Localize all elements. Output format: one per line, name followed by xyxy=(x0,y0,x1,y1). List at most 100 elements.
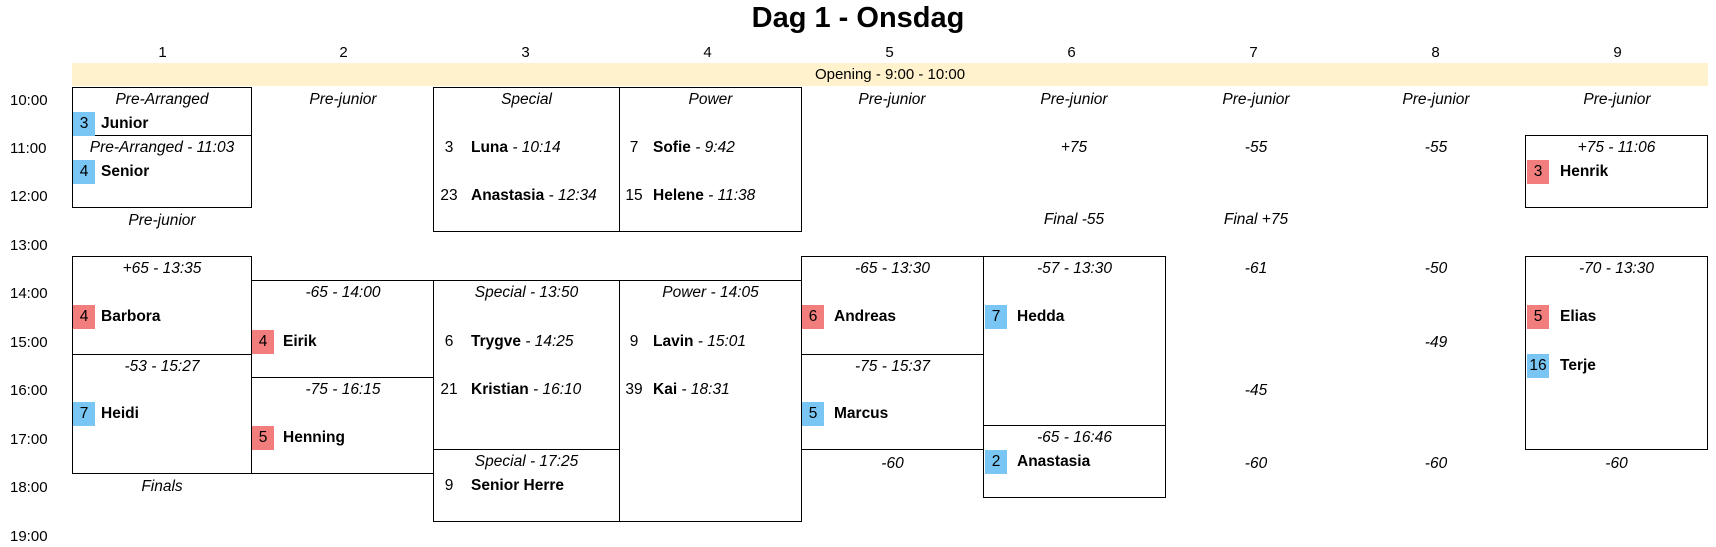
column-header-2: 2 xyxy=(339,44,348,61)
time-label: 14:00 xyxy=(10,285,48,302)
number-badge: 4 xyxy=(73,160,95,184)
column-header-3: 3 xyxy=(521,44,530,61)
number-badge: 2 xyxy=(985,450,1007,474)
participant-name: Eirik xyxy=(283,333,317,350)
entry: Luna - 10:14 xyxy=(471,139,561,156)
session-box xyxy=(433,87,620,232)
entry-number: 21 xyxy=(440,381,458,398)
session-box xyxy=(983,256,1166,498)
entry: Helene - 11:38 xyxy=(653,187,756,204)
session-title: Power - 14:05 xyxy=(662,284,759,301)
time-label: 19:00 xyxy=(10,528,48,545)
participant-name: Marcus xyxy=(834,405,889,422)
page-title: Dag 1 - Onsdag xyxy=(751,2,965,34)
number-badge: 6 xyxy=(802,305,824,329)
number-badge: 5 xyxy=(1527,305,1549,329)
session-box xyxy=(1525,256,1708,450)
number-badge: 3 xyxy=(1527,160,1549,184)
entry: Kai - 18:31 xyxy=(653,381,730,398)
session-box xyxy=(72,87,252,208)
session-label: -60 xyxy=(1424,455,1448,472)
session-title: +65 - 13:35 xyxy=(122,260,202,277)
session-label: Final -55 xyxy=(1043,211,1105,228)
session-label: Pre-junior xyxy=(1040,91,1108,108)
session-label: -60 xyxy=(1244,455,1268,472)
session-title: Pre-Arranged - 11:03 xyxy=(89,139,235,156)
participant-name: Anastasia xyxy=(1017,453,1091,470)
entry-number: 15 xyxy=(625,187,643,204)
session-title: -53 - 15:27 xyxy=(124,358,200,375)
session-label: -60 xyxy=(1605,455,1628,472)
session-box xyxy=(1525,135,1708,208)
participant-name: Henning xyxy=(283,429,345,446)
session-title: -70 - 13:30 xyxy=(1579,260,1654,277)
entry: Kristian - 16:10 xyxy=(471,381,582,398)
entry-number: 7 xyxy=(629,139,639,156)
session-box xyxy=(619,280,802,522)
session-box xyxy=(801,256,984,450)
session-title: Special - 17:25 xyxy=(474,453,579,470)
session-title: -65 - 14:00 xyxy=(305,284,381,301)
number-badge: 3 xyxy=(73,112,95,136)
session-title: Special xyxy=(501,91,552,108)
entry-number: 3 xyxy=(444,139,454,156)
number-badge: 16 xyxy=(1527,354,1549,378)
session-label: Pre-junior xyxy=(1583,91,1651,108)
session-label: +75 xyxy=(1060,139,1088,156)
entry: Lavin - 15:01 xyxy=(653,333,747,350)
participant-name: Henrik xyxy=(1560,163,1609,180)
number-badge: 4 xyxy=(252,330,274,354)
session-title: Pre-Arranged xyxy=(115,91,209,108)
session-label: -55 xyxy=(1424,139,1448,156)
time-label: 11:00 xyxy=(10,140,47,157)
participant-name: Junior xyxy=(101,115,149,132)
session-title: +75 - 11:06 xyxy=(1577,139,1656,156)
number-badge: 5 xyxy=(802,402,824,426)
column-header-6: 6 xyxy=(1067,44,1076,61)
time-label: 12:00 xyxy=(10,188,48,205)
entry: Senior Herre xyxy=(471,477,565,494)
participant-name: Senior xyxy=(101,163,150,180)
session-title: -65 - 16:46 xyxy=(1037,429,1112,446)
number-badge: 7 xyxy=(985,305,1007,329)
column-header-8: 8 xyxy=(1431,44,1440,61)
entry-number: 23 xyxy=(440,187,458,204)
session-box xyxy=(72,256,252,474)
session-label: -61 xyxy=(1244,260,1268,277)
column-header-5: 5 xyxy=(885,44,894,61)
opening-banner: Opening - 9:00 - 10:00 xyxy=(72,63,1708,86)
time-label: 10:00 xyxy=(10,92,48,109)
session-label: -60 xyxy=(881,455,904,472)
session-title: Power xyxy=(688,91,733,108)
entry: Sofie - 9:42 xyxy=(653,139,735,156)
time-label: 16:00 xyxy=(10,382,48,399)
session-label: -49 xyxy=(1424,334,1448,351)
number-badge: 4 xyxy=(73,305,95,329)
session-box xyxy=(619,87,802,232)
time-label: 15:00 xyxy=(10,334,48,351)
session-label: -45 xyxy=(1244,382,1268,399)
time-label: 17:00 xyxy=(10,431,48,448)
number-badge: 7 xyxy=(73,402,95,426)
column-header-1: 1 xyxy=(158,44,167,61)
column-header-4: 4 xyxy=(703,44,712,61)
entry-number: 9 xyxy=(444,477,454,494)
session-label: Final +75 xyxy=(1223,211,1289,228)
participant-name: Barbora xyxy=(101,308,161,325)
session-title: -75 - 16:15 xyxy=(305,381,381,398)
session-box xyxy=(433,280,620,522)
session-label: Pre-junior xyxy=(1402,91,1470,108)
column-header-7: 7 xyxy=(1249,44,1258,61)
participant-name: Terje xyxy=(1560,357,1596,374)
session-label: Pre-junior xyxy=(1222,91,1290,108)
session-label: Pre-junior xyxy=(309,91,377,108)
entry: Trygve - 14:25 xyxy=(471,333,574,350)
entry-number: 39 xyxy=(625,381,643,398)
participant-name: Andreas xyxy=(834,308,897,325)
participant-name: Hedda xyxy=(1017,308,1065,325)
time-label: 18:00 xyxy=(10,479,48,496)
entry: Anastasia - 12:34 xyxy=(471,187,597,204)
number-badge: 5 xyxy=(252,426,274,450)
session-title: -57 - 13:30 xyxy=(1037,260,1112,277)
entry-number: 9 xyxy=(629,333,639,350)
